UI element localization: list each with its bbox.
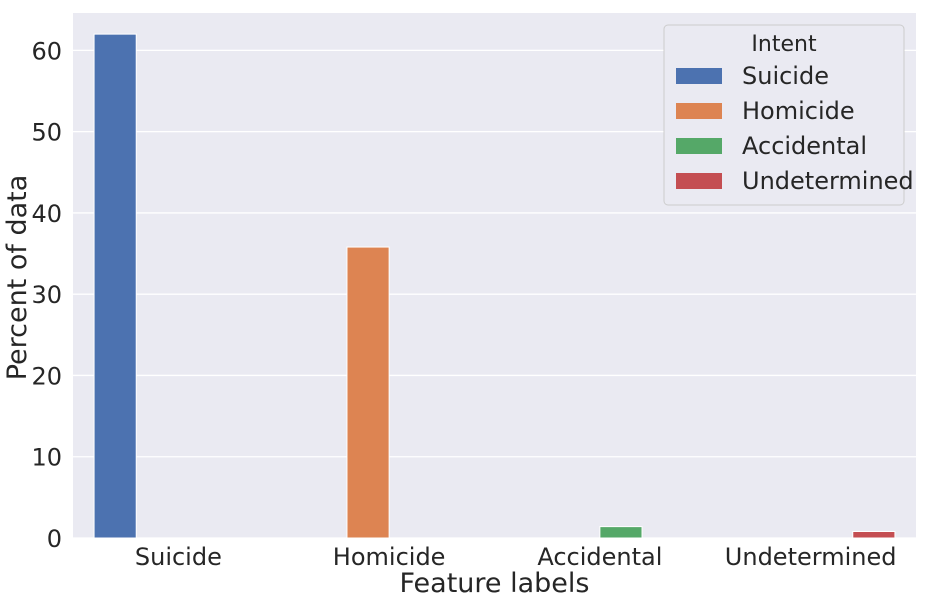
y-tick-label: 50	[31, 119, 62, 147]
legend-swatch	[676, 138, 722, 154]
legend: Intent Suicide Homicide Accidental Undeterm…	[663, 24, 914, 206]
x-axis-label: Feature labels	[400, 568, 590, 599]
bar-homicide	[346, 246, 390, 539]
legend-swatch	[676, 68, 722, 84]
bar-suicide	[93, 33, 137, 539]
legend-label: Undetermined	[742, 167, 914, 195]
y-tick-label: 40	[31, 200, 62, 228]
x-tick-label: Suicide	[135, 543, 222, 571]
legend-label: Homicide	[742, 97, 855, 125]
legend-label: Accidental	[742, 132, 867, 160]
y-tick-label: 0	[47, 525, 62, 553]
x-tick-label: Accidental	[537, 543, 662, 571]
bar-undetermined	[852, 530, 896, 539]
y-tick-label: 30	[31, 281, 62, 309]
bars	[93, 33, 896, 539]
x-tick-label: Homicide	[333, 543, 446, 571]
y-tick-label: 60	[31, 37, 62, 65]
y-axis-label: Percent of data	[2, 175, 33, 381]
x-tick-label: Undetermined	[725, 543, 897, 571]
legend-box	[663, 24, 905, 206]
legend-swatch	[676, 103, 722, 119]
y-tick-label: 10	[31, 444, 62, 472]
bar-accidental	[599, 526, 643, 539]
legend-label: Suicide	[742, 62, 829, 90]
legend-swatch	[676, 173, 722, 189]
x-axis-ticks: Suicide Homicide Accidental Undetermined	[135, 543, 897, 571]
legend-title: Intent	[751, 32, 817, 57]
y-tick-label: 20	[31, 362, 62, 390]
y-axis-ticks: 0 10 20 30 40 50 60	[31, 37, 62, 553]
